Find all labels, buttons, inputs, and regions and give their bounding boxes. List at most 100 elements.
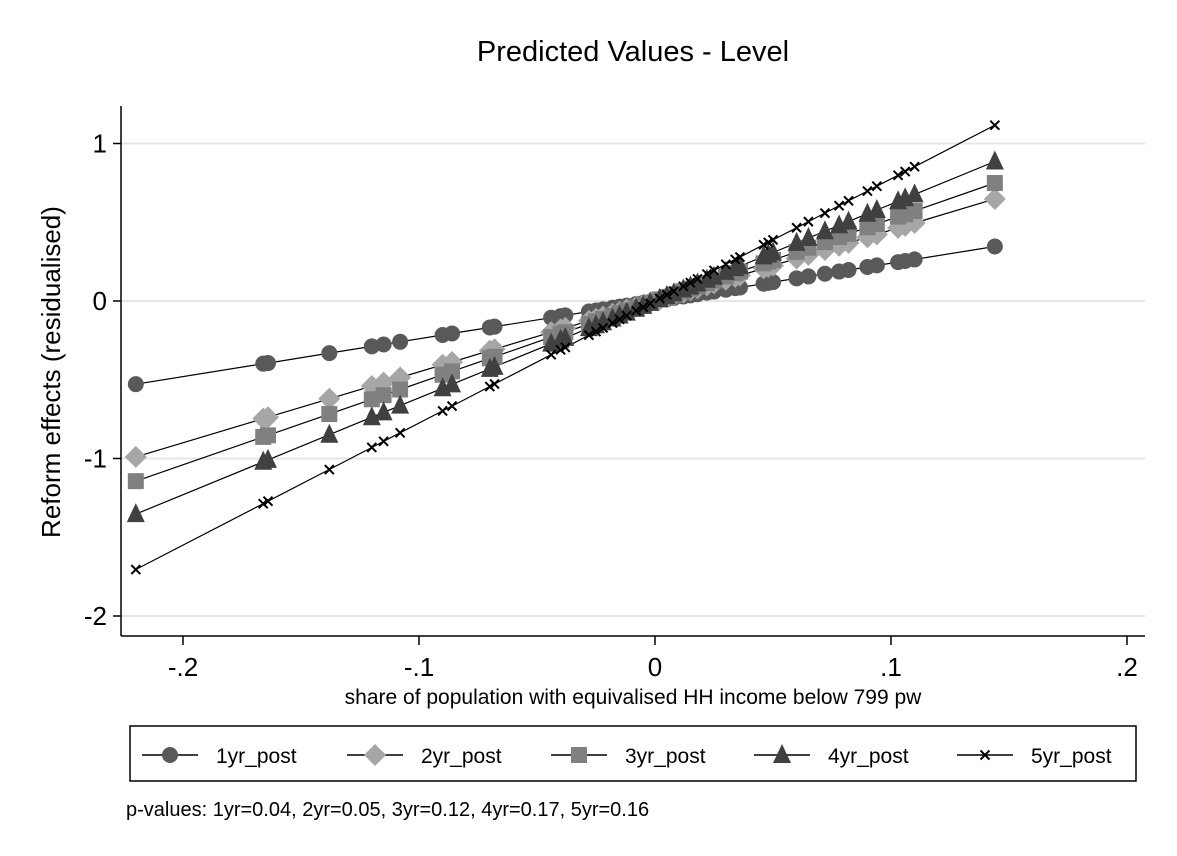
data-point	[485, 355, 504, 375]
data-point	[590, 326, 602, 337]
data-point	[614, 314, 625, 325]
data-point	[374, 401, 393, 421]
axis-ticks: 1 0 -1 -2 -.2 -.1 0 .1 .2	[84, 129, 1138, 683]
data-point	[486, 318, 503, 335]
data-point	[788, 270, 805, 287]
data-point	[637, 301, 649, 313]
data-point	[909, 161, 920, 172]
legend-item-1yr_post: 1yr_post	[142, 745, 297, 768]
data-point	[363, 338, 380, 355]
data-point	[366, 442, 378, 453]
data-point	[630, 305, 642, 316]
data-point	[685, 277, 696, 288]
series-5yr_post	[130, 120, 1001, 575]
data-point	[868, 257, 885, 274]
data-point	[256, 406, 279, 429]
data-point	[905, 183, 924, 203]
data-point	[668, 286, 680, 297]
data-point	[819, 207, 831, 219]
data-point	[906, 202, 923, 219]
p-values-note: p-values: 1yr=0.04, 2yr=0.05, 3yr=0.12, …	[126, 799, 649, 821]
x-tick-label: -.1	[404, 652, 434, 682]
data-point	[678, 281, 689, 292]
data-point	[127, 376, 144, 393]
data-point	[701, 268, 713, 280]
axes	[120, 106, 1145, 637]
data-point	[362, 406, 381, 426]
legend: 1yr_post 2yr_post 3yr_post 4yr_post 5yr_post	[142, 744, 1112, 768]
x-tick-label: -.2	[168, 652, 198, 682]
legend-marker	[364, 744, 386, 766]
grid-lines	[121, 142, 1145, 617]
data-point	[318, 387, 341, 410]
data-point	[730, 255, 749, 275]
data-point	[375, 387, 392, 404]
legend-label: 5yr_post	[1031, 745, 1112, 768]
data-point	[862, 185, 873, 197]
data-point	[545, 349, 557, 360]
legend-marker	[979, 749, 991, 761]
x-tick-label: .2	[1116, 652, 1138, 682]
y-axis-title: Reform effects (residualised)	[36, 206, 66, 538]
data-point	[262, 495, 274, 507]
legend-label: 3yr_post	[625, 745, 706, 768]
data-point	[392, 333, 409, 350]
data-point	[259, 427, 276, 444]
legend-marker	[162, 747, 178, 763]
data-point	[871, 180, 883, 192]
data-point	[985, 150, 1004, 170]
data-point	[708, 265, 720, 276]
data-point	[378, 436, 389, 447]
data-point	[705, 265, 723, 285]
legend-box	[129, 725, 1137, 782]
data-point	[437, 405, 448, 417]
data-point	[392, 381, 409, 398]
data-point	[983, 187, 1006, 210]
x-tick-label: 0	[648, 652, 662, 682]
data-point	[583, 329, 595, 341]
data-point	[800, 268, 817, 285]
data-point	[799, 227, 818, 246]
data-point	[734, 251, 746, 263]
data-point	[321, 345, 338, 362]
legend-item-5yr_post: 5yr_post	[957, 745, 1112, 768]
legend-marker	[773, 744, 791, 763]
data-point	[767, 234, 779, 246]
data-point	[597, 322, 609, 334]
legend-marker	[571, 747, 587, 763]
data-point	[787, 231, 806, 251]
data-point	[489, 378, 500, 390]
series-4yr_post	[126, 150, 1004, 523]
data-point	[446, 400, 458, 412]
data-point	[130, 564, 142, 575]
data-point	[560, 342, 571, 353]
data-point	[324, 464, 335, 475]
x-axis-title: share of population with equivalised HH …	[345, 686, 923, 709]
data-point	[126, 503, 145, 523]
data-point	[720, 259, 732, 270]
data-point	[621, 310, 632, 321]
chart-title: Predicted Values - Level	[477, 36, 789, 68]
data-point	[391, 394, 410, 414]
legend-item-3yr_post: 3yr_post	[551, 745, 706, 768]
legend-label: 4yr_post	[828, 745, 909, 768]
data-point	[833, 200, 845, 211]
legend-label: 2yr_post	[421, 745, 502, 768]
y-tick-label: -1	[84, 444, 107, 474]
series-1yr_post	[127, 238, 1003, 393]
data-point	[840, 261, 857, 278]
data-point	[692, 273, 703, 285]
data-point	[127, 473, 144, 490]
data-point	[791, 222, 802, 233]
legend-item-2yr_post: 2yr_post	[347, 744, 502, 768]
data-point	[867, 198, 886, 218]
data-point	[899, 166, 911, 177]
data-point	[607, 317, 618, 329]
data-point	[444, 363, 461, 380]
y-tick-label: 1	[93, 129, 107, 159]
legend-label: 1yr_post	[216, 745, 297, 768]
data-point	[906, 251, 923, 268]
data-point	[258, 448, 277, 468]
data-point	[320, 423, 339, 443]
data-point	[843, 195, 854, 207]
